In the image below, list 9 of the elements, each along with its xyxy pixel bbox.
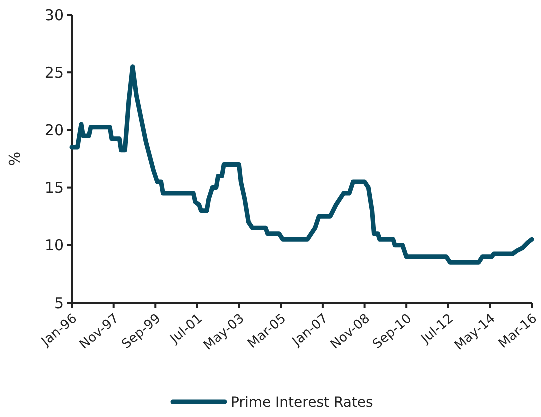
y-tick-label: 15 <box>44 179 64 198</box>
y-tick-label: 25 <box>44 64 64 82</box>
y-tick-label: 20 <box>44 121 64 140</box>
legend-label: Prime Interest Rates <box>231 394 374 411</box>
y-tick-label: 10 <box>44 236 64 255</box>
y-axis-title: % <box>6 152 24 166</box>
line-series <box>70 64 534 265</box>
y-tick-label: 5 <box>54 294 64 312</box>
y-tick-label: 30 <box>44 6 64 24</box>
